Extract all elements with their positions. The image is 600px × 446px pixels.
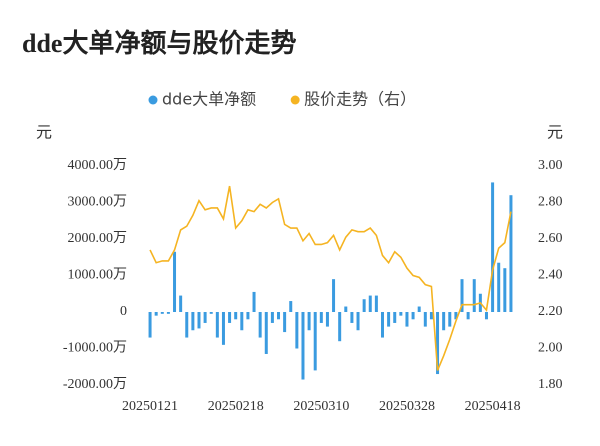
bar xyxy=(173,251,177,312)
bar xyxy=(503,268,507,312)
bar xyxy=(166,312,170,314)
y-tick-label: 3000.00万 xyxy=(68,195,128,210)
bar xyxy=(240,312,244,331)
y2-tick-label: 1.80 xyxy=(538,377,563,392)
bar xyxy=(362,299,366,312)
price-line xyxy=(149,185,512,371)
bar xyxy=(509,195,513,312)
bar xyxy=(393,312,397,323)
y2-tick-label: 2.60 xyxy=(538,231,563,246)
bar xyxy=(325,312,329,327)
bar xyxy=(491,182,495,312)
bar xyxy=(277,312,281,320)
legend-marker xyxy=(148,95,158,105)
bar xyxy=(215,312,219,338)
y-tick-label: 1000.00万 xyxy=(68,268,128,283)
bar xyxy=(484,312,488,320)
bar xyxy=(197,312,201,329)
bar xyxy=(405,312,409,327)
x-tick-label: 20250218 xyxy=(208,399,264,414)
bar xyxy=(417,306,421,312)
x-tick-label: 20250121 xyxy=(122,399,178,414)
legend-marker xyxy=(290,95,300,105)
bar xyxy=(429,312,433,320)
y2-tick-label: 2.40 xyxy=(538,268,563,283)
y-tick-label: -2000.00万 xyxy=(63,377,127,392)
bar xyxy=(307,312,311,331)
y-tick-label: 2000.00万 xyxy=(68,231,128,246)
bar xyxy=(246,312,250,320)
legend-label: 股价走势（右） xyxy=(304,90,416,109)
bar xyxy=(338,312,342,342)
bar xyxy=(442,312,446,331)
bar xyxy=(399,312,403,316)
bar xyxy=(234,312,238,320)
bar xyxy=(301,312,305,380)
bar xyxy=(319,312,323,323)
bar xyxy=(191,312,195,331)
bar xyxy=(423,312,427,327)
bar xyxy=(460,279,464,312)
bar xyxy=(374,295,378,312)
bar xyxy=(344,306,348,312)
bar xyxy=(270,312,274,323)
bar xyxy=(436,312,440,375)
bar xyxy=(283,312,287,333)
bar xyxy=(252,291,256,312)
bar xyxy=(448,312,452,327)
bar xyxy=(472,279,476,312)
bar xyxy=(368,295,372,312)
bar xyxy=(228,312,232,323)
x-tick-label: 20250328 xyxy=(379,399,435,414)
bar xyxy=(154,312,158,316)
bar xyxy=(289,301,293,312)
y2-tick-label: 2.00 xyxy=(538,341,563,356)
x-tick-label: 20250418 xyxy=(465,399,521,414)
bar xyxy=(356,312,360,331)
bar xyxy=(380,312,384,338)
bar xyxy=(264,312,268,354)
bar xyxy=(350,312,354,323)
bar xyxy=(221,312,225,345)
y-tick-label: 0 xyxy=(120,304,127,319)
bar xyxy=(160,312,164,314)
y2-unit: 元 xyxy=(547,125,563,142)
bar xyxy=(466,312,470,320)
bar xyxy=(209,312,213,314)
bar xyxy=(258,312,262,338)
bar xyxy=(411,312,415,320)
bar xyxy=(387,312,391,327)
bar xyxy=(454,312,458,320)
bar xyxy=(203,312,207,323)
y2-tick-label: 3.00 xyxy=(538,158,563,173)
bar xyxy=(179,295,183,312)
y2-tick-label: 2.20 xyxy=(538,304,563,319)
bar xyxy=(148,312,152,338)
y-tick-label: -1000.00万 xyxy=(63,341,127,356)
y-tick-label: 4000.00万 xyxy=(68,158,128,173)
bar xyxy=(497,262,501,312)
x-tick-label: 20250310 xyxy=(293,399,349,414)
legend-label: dde大单净额 xyxy=(162,90,256,109)
chart-title: dde大单净额与股价走势 xyxy=(22,29,296,58)
bar xyxy=(185,312,189,338)
bar xyxy=(295,312,299,349)
y-unit: 元 xyxy=(36,125,52,142)
y2-tick-label: 2.80 xyxy=(538,195,563,210)
bar xyxy=(332,279,336,312)
bar xyxy=(313,312,317,371)
